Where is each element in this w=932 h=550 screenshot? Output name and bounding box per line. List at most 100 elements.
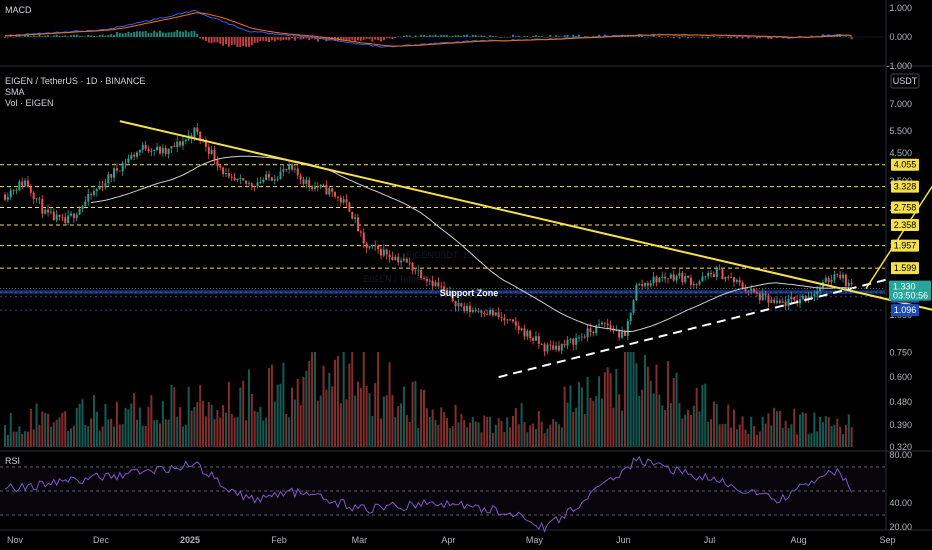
candle-body	[95, 189, 98, 192]
candle-body	[454, 300, 457, 307]
macd-histogram-bar	[503, 37, 506, 38]
candle-body	[70, 213, 73, 216]
volume-bar	[509, 427, 512, 447]
macd-histogram-bar	[408, 35, 411, 37]
sma-legend[interactable]: SMA	[5, 87, 25, 97]
rsi-title[interactable]: RSI	[5, 456, 20, 466]
volume-bar	[557, 424, 560, 447]
candle-body	[844, 274, 847, 287]
candle-body	[334, 191, 337, 197]
candle-body	[121, 162, 124, 172]
macd-histogram-bar	[753, 37, 756, 38]
volume-bar	[24, 431, 27, 447]
currency-label: USDT	[893, 76, 918, 86]
volume-legend[interactable]: Vol · EIGEN	[5, 98, 54, 108]
macd-histogram-bar	[520, 36, 523, 38]
candle-body	[715, 268, 718, 277]
volume-bar	[626, 352, 629, 447]
candle-body	[181, 141, 184, 146]
volume-bar	[95, 411, 98, 447]
candle-body	[394, 256, 397, 261]
rsi-scale: 80.00 40.00 20.00	[889, 450, 912, 532]
candle-body	[21, 181, 24, 186]
volume-bar	[41, 411, 44, 447]
volume-bar	[776, 411, 779, 447]
candle-body	[776, 300, 779, 303]
macd-histogram-bar	[477, 36, 480, 37]
candle-body	[744, 288, 747, 291]
candle-body	[110, 174, 113, 178]
volume-bar	[787, 428, 790, 447]
candle-body	[724, 276, 727, 280]
candle-body	[285, 169, 288, 170]
candle-body	[598, 324, 601, 326]
candle-body	[781, 301, 784, 303]
macd-histogram-bar	[187, 32, 190, 37]
candle-body	[798, 299, 801, 304]
candle-body	[339, 197, 342, 203]
macd-histogram-bar	[98, 35, 101, 37]
volume-bar	[38, 424, 41, 447]
candle-body	[431, 280, 434, 287]
volume-bar	[331, 386, 334, 447]
candle-body	[658, 277, 661, 283]
volume-bar	[181, 426, 184, 447]
macd-histogram-bar	[385, 37, 388, 39]
macd-histogram-bar	[666, 36, 669, 37]
volume-bar	[147, 406, 150, 447]
macd-histogram-bar	[113, 34, 116, 37]
macd-histogram-bar	[428, 34, 431, 37]
price-level-badge-label: 2.358	[894, 220, 917, 230]
candle-body	[288, 164, 291, 170]
volume-bar	[489, 416, 492, 447]
volume-bar	[669, 403, 672, 447]
macd-histogram-bar	[29, 36, 32, 37]
macd-histogram-bar	[95, 36, 98, 37]
candle-body	[245, 180, 248, 184]
macd-histogram-bar	[81, 36, 84, 37]
macd-histogram-bar	[523, 35, 526, 37]
symbol-title[interactable]: EIGEN / TetherUS · 1D · BINANCE	[5, 76, 145, 86]
candle-body	[282, 169, 285, 172]
macd-histogram-bar	[213, 37, 216, 43]
macd-histogram-bar	[397, 36, 400, 38]
macd-histogram-bar	[451, 35, 454, 37]
candle-body	[546, 344, 549, 352]
rsi-pane[interactable]	[0, 455, 885, 533]
candle-body	[388, 254, 391, 258]
candle-body	[773, 299, 776, 303]
candle-body	[732, 277, 735, 282]
volume-bar	[543, 433, 546, 447]
candle-body	[262, 179, 265, 183]
volume-bar	[250, 393, 253, 447]
macd-histogram-bar	[575, 36, 578, 37]
candle-body	[207, 146, 210, 154]
macd-histogram-bar	[589, 36, 592, 38]
candle-body	[199, 132, 202, 140]
candle-body	[592, 331, 595, 334]
macd-histogram-bar	[245, 37, 248, 47]
macd-pane[interactable]	[0, 9, 885, 48]
time-axis[interactable]: Nov Dec 2025 Feb Mar Apr May Jun Jul Aug Sep	[7, 535, 895, 545]
candle-body	[603, 322, 606, 324]
macd-histogram-bar	[509, 36, 512, 38]
volume-bar	[583, 414, 586, 447]
macd-histogram-bar	[328, 37, 331, 41]
candle-body	[414, 270, 417, 272]
macd-histogram-bar	[850, 37, 853, 40]
volume-bar	[819, 416, 822, 447]
volume-bar	[664, 410, 667, 447]
volume-bar	[767, 413, 770, 447]
price-tick-label: 0.750	[889, 347, 912, 357]
macd-title[interactable]: MACD	[5, 5, 32, 15]
candle-body	[348, 202, 351, 212]
macd-histogram-bar	[543, 37, 546, 38]
symbol-watermark: EIGENUSDT, 1D	[406, 250, 475, 260]
price-level-badge-label: 2.758	[894, 203, 917, 213]
macd-histogram-bar	[486, 37, 489, 38]
currency-button[interactable]	[890, 73, 920, 89]
macd-histogram-bar	[12, 37, 15, 38]
macd-histogram-bar	[199, 37, 202, 39]
candle-body	[359, 231, 362, 233]
